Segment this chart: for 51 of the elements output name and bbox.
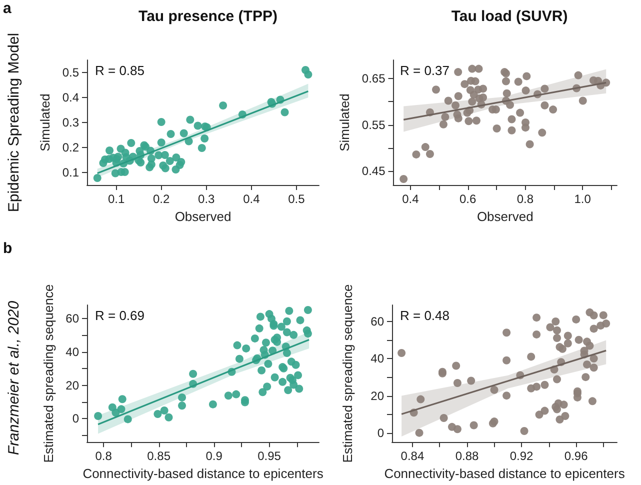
y-axis-title: Estimated spreading sequence <box>40 284 56 463</box>
y-tick-label: 0 <box>72 412 80 426</box>
y-tick-label: 0.45 <box>362 164 386 178</box>
annotation: R = 0.69 <box>95 308 145 323</box>
y-tick-label: 0.65 <box>362 72 386 86</box>
annotation: R = 0.85 <box>95 63 145 78</box>
x-axis-title: Connectivity-based distance to epicenters <box>384 466 626 481</box>
text: b <box>3 240 12 257</box>
x-axis-title: Observed <box>476 208 534 224</box>
x-tick-label: 0.1 <box>108 192 125 206</box>
text: Epidemic Spreading Model <box>6 32 22 212</box>
y-tick-label: 0.3 <box>62 116 80 130</box>
annotation: R = 0.48 <box>400 308 450 323</box>
y-tick-label: 0.4 <box>62 90 80 104</box>
x-tick-label: 0.88 <box>455 449 479 464</box>
x-tick-label: 0.2 <box>152 192 170 206</box>
text: Franzmeier et al., 2020 <box>6 300 22 456</box>
x-tick-label: 0.84 <box>400 449 424 464</box>
x-tick-label: 1.0 <box>574 192 592 206</box>
x-axis-title: Observed <box>174 208 232 224</box>
x-tick-label: 0.4 <box>402 192 420 206</box>
x-tick-label: 0.8 <box>95 449 112 464</box>
y-tick-label: 40 <box>370 352 384 366</box>
x-tick-label: 0.8 <box>516 192 534 206</box>
y-tick-label: 60 <box>370 314 384 329</box>
y-tick-label: 60 <box>66 311 80 326</box>
x-tick-label: 0.9 <box>206 449 223 464</box>
y-tick-label: 0 <box>377 426 384 440</box>
y-tick-label: 40 <box>66 344 80 359</box>
y-tick-label: 0.2 <box>62 140 80 154</box>
x-tick-label: 0.6 <box>459 192 476 206</box>
x-tick-label: 0.5 <box>288 192 306 206</box>
annotation: R = 0.37 <box>400 63 450 78</box>
y-axis-title: Simulated <box>37 94 52 152</box>
x-tick-label: 0.85 <box>147 449 171 464</box>
y-tick-label: 0.5 <box>62 66 80 80</box>
x-tick-label: 0.96 <box>564 449 588 464</box>
y-axis-title: Estimated spreading sequence <box>340 284 355 463</box>
y-tick-label: 20 <box>66 378 80 392</box>
text: a <box>3 0 12 17</box>
y-axis-title: Simulated <box>337 94 352 152</box>
chart-title: Tau load (SUVR) <box>451 8 568 25</box>
y-tick-label: 0.1 <box>62 166 80 180</box>
y-tick-label: 20 <box>370 388 384 403</box>
x-tick-label: 0.3 <box>198 192 216 206</box>
x-tick-label: 0.4 <box>243 192 260 206</box>
x-axis-title: Connectivity-based distance to epicenters <box>82 466 324 481</box>
x-tick-label: 0.92 <box>510 449 534 464</box>
x-tick-label: 0.95 <box>258 449 282 464</box>
y-tick-label: 0.55 <box>362 118 386 132</box>
chart-title: Tau presence (TPP) <box>138 8 278 25</box>
